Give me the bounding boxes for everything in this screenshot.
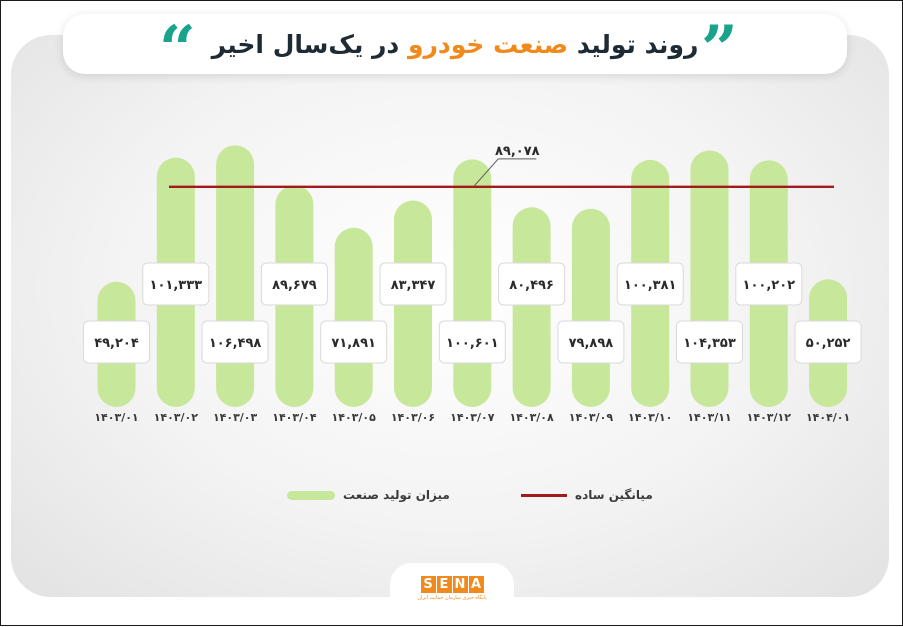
legend-production-label: میزان تولید صنعت <box>343 488 450 502</box>
x-tick-label: ۱۴۰۳/۱۰ <box>628 411 672 424</box>
data-label-box <box>260 262 328 306</box>
title-part-2: در یک‌سال اخیر <box>211 29 400 59</box>
data-label-box <box>794 320 862 364</box>
data-label: ۱۰۰,۶۰۱ <box>446 336 499 351</box>
legend-average-label: میانگین ساده <box>575 488 653 502</box>
data-label: ۱۰۱,۳۳۳ <box>150 278 203 293</box>
data-label-box <box>498 262 566 306</box>
logo-letters: S E N A <box>420 576 484 593</box>
bar <box>216 145 255 407</box>
legend-production-swatch <box>287 490 335 500</box>
bar <box>512 207 551 407</box>
data-label: ۱۰۶,۴۹۸ <box>209 336 262 351</box>
bar <box>690 150 729 407</box>
title-accent: صنعت خودرو <box>407 29 569 59</box>
x-tick-label: ۱۴۰۳/۱۱ <box>687 411 731 424</box>
x-tick-label: ۱۴۰۳/۱۲ <box>747 411 792 424</box>
x-tick-label: ۱۴۰۳/۰۷ <box>450 411 495 424</box>
data-label: ۸۰,۴۹۶ <box>509 278 554 293</box>
chart-title: روند تولید صنعت خودرو در یک‌سال اخیر <box>212 30 699 59</box>
average-value-label: ۸۹,۰۷۸ <box>495 144 540 159</box>
data-label: ۵۰,۲۵۲ <box>806 336 851 351</box>
data-label: ۷۱,۸۹۱ <box>331 336 376 351</box>
data-label: ۱۰۰,۳۸۱ <box>624 278 677 293</box>
data-label: ۱۰۴,۳۵۳ <box>683 336 736 351</box>
data-label-box <box>557 320 625 364</box>
data-label-box <box>142 262 210 306</box>
logo-letter: S <box>420 576 436 593</box>
quote-close-icon: ” <box>701 12 738 87</box>
data-label-box <box>201 320 269 364</box>
x-tick-label: ۱۴۰۳/۰۱ <box>94 411 138 424</box>
quote-open-icon: “ <box>159 12 196 87</box>
x-tick-label: ۱۴۰۳/۰۶ <box>391 411 435 424</box>
bar <box>453 159 492 407</box>
data-label: ۸۹,۶۷۹ <box>272 278 317 293</box>
data-label-box <box>83 320 150 364</box>
data-label: ۷۹,۸۹۸ <box>569 336 614 351</box>
legend-average-swatch <box>521 493 567 497</box>
data-label-box <box>379 262 447 306</box>
x-tick-label: ۱۴۰۳/۰۲ <box>154 411 199 424</box>
data-label-box <box>438 320 506 364</box>
title-box: روند تولید صنعت خودرو در یک‌سال اخیر <box>63 14 847 74</box>
average-pointer <box>473 158 499 187</box>
data-label: ۴۹,۲۰۴ <box>94 336 139 351</box>
x-tick-label: ۱۴۰۴/۰۱ <box>806 411 850 424</box>
logo-tagline: پایگاه خبری سازمان حمایت ایران <box>417 595 487 601</box>
legend-production: میزان تولید صنعت <box>287 488 450 502</box>
bar <box>334 227 373 407</box>
logo-letter: A <box>468 576 484 593</box>
data-label-box <box>676 320 743 364</box>
x-tick-label: ۱۴۰۳/۰۸ <box>509 411 554 424</box>
x-tick-label: ۱۴۰۳/۰۳ <box>213 411 258 424</box>
title-part-1: روند تولید <box>576 29 699 59</box>
x-tick-label: ۱۴۰۳/۰۵ <box>332 411 377 424</box>
logo-letter: E <box>436 576 452 593</box>
x-tick-label: ۱۴۰۳/۰۴ <box>272 411 317 424</box>
data-label-box <box>616 262 684 306</box>
legend-average: میانگین ساده <box>521 488 653 502</box>
logo-letter: N <box>452 576 468 593</box>
data-label-box <box>320 320 388 364</box>
sena-logo: S E N A پایگاه خبری سازمان حمایت ایران <box>390 563 514 613</box>
x-tick-label: ۱۴۰۳/۰۹ <box>569 411 614 424</box>
data-label-box <box>735 262 803 306</box>
data-label: ۸۳,۳۴۷ <box>391 278 436 293</box>
data-label: ۱۰۰,۲۰۲ <box>743 278 796 293</box>
bar <box>571 208 610 407</box>
